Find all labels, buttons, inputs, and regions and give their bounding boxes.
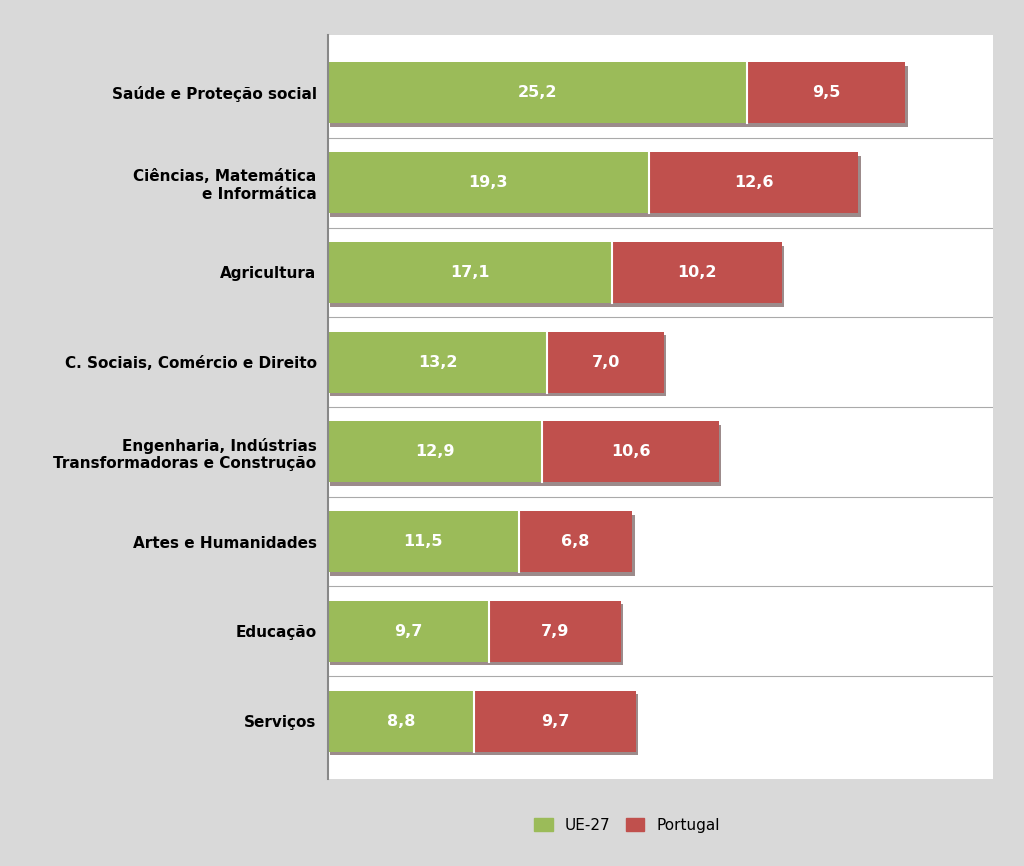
Bar (328, 332, 547, 392)
Text: 9,7: 9,7 (394, 624, 423, 639)
Bar (746, 62, 905, 124)
Bar (547, 332, 664, 392)
Text: 9,5: 9,5 (812, 86, 841, 100)
Text: 17,1: 17,1 (451, 265, 489, 280)
Text: 7,9: 7,9 (541, 624, 569, 639)
Bar (330, 156, 861, 216)
Text: 10,6: 10,6 (610, 444, 650, 459)
Bar (474, 690, 636, 752)
Bar (330, 245, 784, 307)
Bar (519, 511, 632, 572)
Bar (330, 604, 623, 665)
Bar (543, 422, 719, 482)
Text: 10,2: 10,2 (677, 265, 717, 280)
Bar (330, 335, 667, 397)
Bar (330, 514, 635, 576)
Bar (328, 601, 489, 662)
Bar (328, 690, 474, 752)
Text: 7,0: 7,0 (592, 355, 620, 370)
Text: 12,6: 12,6 (734, 175, 773, 191)
Bar (328, 511, 519, 572)
Bar (328, 242, 612, 303)
Text: 25,2: 25,2 (517, 86, 557, 100)
Text: 8,8: 8,8 (387, 714, 415, 728)
Bar (330, 695, 638, 755)
Bar (328, 152, 649, 213)
Bar (328, 62, 746, 124)
Bar (649, 152, 858, 213)
Bar (330, 425, 721, 486)
Text: 6,8: 6,8 (561, 534, 590, 549)
Bar (330, 66, 907, 127)
Text: 13,2: 13,2 (418, 355, 458, 370)
Text: 12,9: 12,9 (416, 444, 455, 459)
Text: 9,7: 9,7 (541, 714, 569, 728)
Legend: UE-27, Portugal: UE-27, Portugal (528, 811, 726, 839)
Text: 19,3: 19,3 (469, 175, 508, 191)
Bar (328, 422, 543, 482)
Text: 11,5: 11,5 (403, 534, 443, 549)
Bar (612, 242, 782, 303)
Bar (489, 601, 621, 662)
